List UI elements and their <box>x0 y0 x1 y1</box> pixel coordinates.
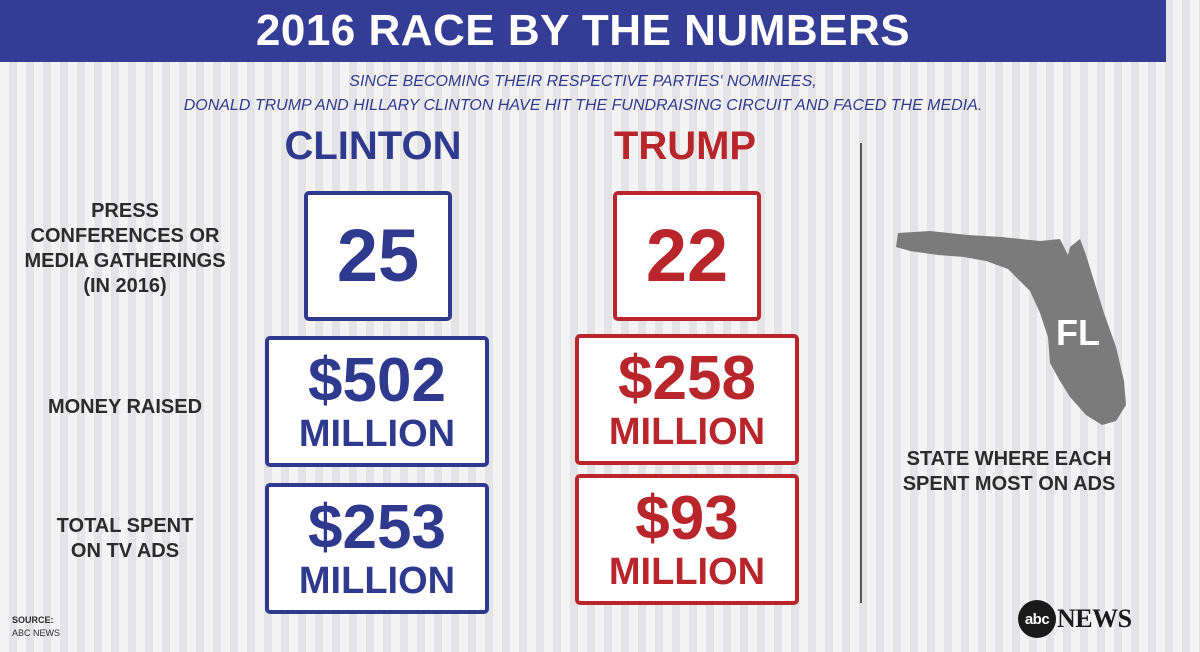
trump-press-box: 22 <box>613 191 761 321</box>
florida-shape <box>896 231 1126 425</box>
trump-ads-unit: MILLION <box>608 550 766 593</box>
label-line: (IN 2016) <box>83 275 167 297</box>
trump-ads-amount: $93 <box>635 483 739 553</box>
trump-column-heading: TRUMP <box>613 124 757 168</box>
clinton-press-count: 25 <box>336 214 420 297</box>
label-line: TOTAL SPENT <box>56 515 194 537</box>
label-line: ON TV ADS <box>70 540 180 562</box>
florida-map-icon: FL <box>896 231 1126 425</box>
label-line: PRESS <box>91 200 159 222</box>
news-wordmark: NEWS <box>1057 604 1132 633</box>
trump-press-count: 22 <box>645 214 729 297</box>
label-line: SPENT MOST ON ADS <box>902 473 1116 495</box>
column-divider <box>860 143 862 603</box>
clinton-money-box: $502 MILLION <box>265 336 489 467</box>
page-title-banner: 2016 RACE BY THE NUMBERS <box>0 0 1166 62</box>
trump-ads-box: $93 MILLION <box>575 474 799 605</box>
money-raised-label: MONEY RAISED <box>20 395 230 420</box>
source-note: SOURCE: ABC NEWS <box>12 614 60 640</box>
subtitle-line-2: DONALD TRUMP AND HILLARY CLINTON HAVE HI… <box>183 97 983 114</box>
trump-money-amount: $258 <box>618 343 756 413</box>
label-line: CONFERENCES OR <box>30 225 220 247</box>
source-label: SOURCE: <box>12 615 54 625</box>
press-conferences-label: PRESS CONFERENCES OR MEDIA GATHERINGS (I… <box>20 199 230 299</box>
source-value: ABC NEWS <box>12 628 61 638</box>
state-label: STATE WHERE EACH SPENT MOST ON ADS <box>878 447 1140 497</box>
trump-money-box: $258 MILLION <box>575 334 799 465</box>
clinton-ads-box: $253 MILLION <box>265 483 489 614</box>
tv-ads-label: TOTAL SPENT ON TV ADS <box>20 514 230 564</box>
subtitle: SINCE BECOMING THEIR RESPECTIVE PARTIES'… <box>0 70 1166 118</box>
page-title: 2016 RACE BY THE NUMBERS <box>255 6 911 55</box>
label-line: MEDIA GATHERINGS <box>24 250 226 272</box>
clinton-column-heading: CLINTON <box>284 124 462 168</box>
clinton-press-box: 25 <box>304 191 452 321</box>
clinton-money-unit: MILLION <box>298 412 456 455</box>
clinton-ads-amount: $253 <box>308 492 446 562</box>
clinton-money-amount: $502 <box>308 345 446 415</box>
subtitle-line-1: SINCE BECOMING THEIR RESPECTIVE PARTIES'… <box>349 73 817 90</box>
label-line: STATE WHERE EACH <box>906 448 1112 470</box>
clinton-ads-unit: MILLION <box>298 559 456 602</box>
trump-money-unit: MILLION <box>608 410 766 453</box>
abc-news-logo: abc NEWS <box>1018 598 1132 640</box>
state-abbreviation: FL <box>1056 312 1100 353</box>
label-line: MONEY RAISED <box>47 396 203 418</box>
abc-circle: abc <box>1018 600 1056 638</box>
